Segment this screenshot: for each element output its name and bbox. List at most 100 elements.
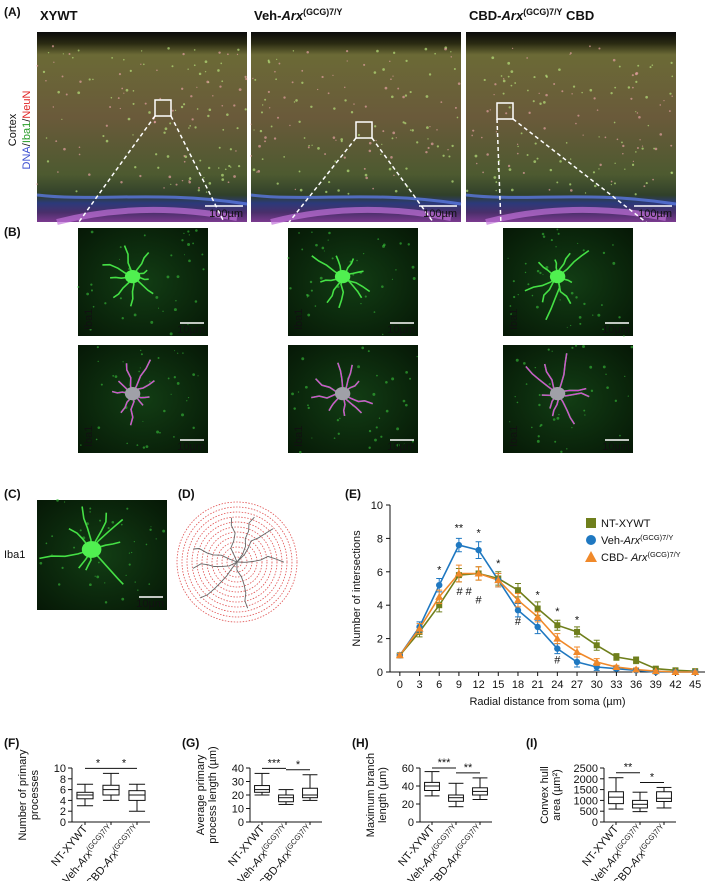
marker [454,569,463,577]
cell-dot [46,160,50,163]
y-tick-label: 0 [238,817,244,829]
process [91,548,124,585]
cell-dot [325,190,328,194]
speck [119,246,122,249]
panel-label: (G) [182,736,199,750]
y-axis-title: Convex hull [539,766,551,823]
cell-dot [614,162,616,164]
cell-dot [553,83,556,86]
speck [149,528,152,532]
text-part: DNA [21,146,33,170]
speck [96,575,100,579]
cell-dot [337,189,340,192]
sholl-ring [196,521,278,603]
cell-dot [180,105,184,109]
cell-dot [328,180,331,184]
y-axis-title: Number of primary [17,749,29,841]
scale-bar-label: 100µm [423,208,457,220]
image-label: Iba1 [508,426,520,447]
speck [112,374,115,377]
cell-dot [397,87,400,90]
speck [373,311,376,313]
cell-dot [610,180,613,183]
speck [380,435,383,438]
speck [310,289,313,292]
cell-dot [494,83,497,86]
cell-dot [436,129,438,131]
text-part: Arx [501,8,524,23]
cell-dot [543,101,546,104]
speck [623,335,625,337]
speck [547,348,550,351]
speck [162,529,166,533]
speck [63,501,66,503]
cell-dot [181,179,184,182]
speck [143,234,146,237]
scale-bar-label: 10µm [602,324,630,336]
text-part: Iba1 [21,122,33,143]
y-tick-label: 4 [377,600,383,612]
speck [130,551,133,554]
annotation: # [515,616,522,628]
speck [138,370,140,373]
speck [538,393,541,396]
trace [236,555,285,563]
cell-dot [390,156,393,159]
cell-dot [669,92,672,95]
cell-dot [53,61,55,63]
text-part: CBD- [601,552,631,564]
speck [399,242,402,245]
speck [575,296,578,299]
significance-label: * [296,759,301,771]
cell-dot [404,122,407,125]
cell-dot [208,181,212,185]
cell-dot [204,60,208,64]
cell-dot [654,147,658,151]
cell-dot [238,88,242,91]
cell-dot [111,57,114,59]
cell-dot [199,159,202,162]
speck [584,414,586,416]
speck [121,597,125,601]
cell-dot [77,91,81,95]
speck [367,350,370,353]
cell-dot [670,144,673,147]
text-part: Arx [630,552,648,564]
series-line [399,572,696,673]
speck [523,362,526,365]
cell-dot [575,122,577,125]
cell-dot [392,75,394,77]
speck [170,393,172,395]
cell-dot [614,182,617,185]
speck [517,293,519,296]
cell-dot [332,74,334,76]
cell-dot [649,66,652,69]
cell-dot [92,78,94,81]
speck [301,248,304,251]
scale-bar-label: 10µm [387,324,415,336]
cell-dot [123,92,125,94]
cell-dot [548,188,551,191]
speck [61,566,64,569]
cell-dot [168,175,172,179]
sholl-ring [186,511,288,613]
speck [192,373,196,376]
speck [311,231,313,233]
text-part: (GCG)7/Y [110,822,138,853]
significance-label: * [122,757,127,769]
trace [230,517,238,563]
scale-bar-label: 10µm [177,441,205,453]
scale-bar-label: 10µm [177,324,205,336]
cell-dot [55,140,58,143]
cell-dot [534,142,537,145]
x-tick-label: 21 [532,679,544,691]
cell-dot [226,113,229,116]
cell-dot [651,64,654,66]
speck [57,583,61,586]
trace [236,516,255,563]
cell-dot [188,180,191,184]
speck [524,262,527,265]
speck [360,302,362,305]
cell-dot [643,185,646,188]
